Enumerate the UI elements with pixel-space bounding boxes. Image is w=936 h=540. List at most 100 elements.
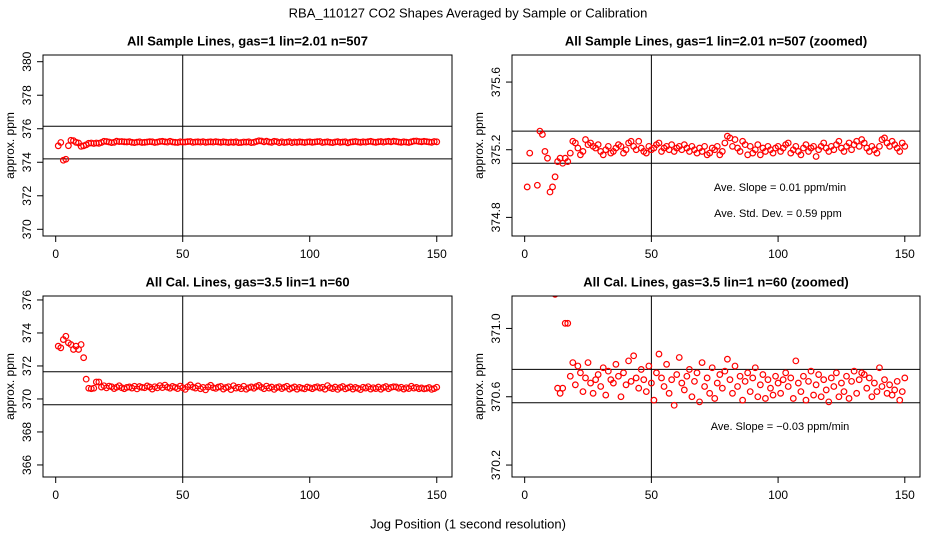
point (579, 388, 587, 396)
point (769, 149, 777, 157)
y-tick-label: 375.2 (489, 134, 503, 164)
y-tick-label: 370 (20, 219, 34, 239)
x-tick-label: 50 (645, 247, 659, 261)
point (523, 183, 531, 191)
plot-frame (511, 295, 921, 478)
y-tick-label: 370.2 (489, 450, 503, 480)
point (713, 142, 721, 150)
y-tick-label: 374 (20, 323, 34, 343)
point (612, 360, 620, 368)
point (863, 384, 871, 392)
point (632, 374, 640, 382)
point (759, 371, 767, 378)
point (90, 384, 98, 392)
point (622, 381, 630, 389)
point (865, 374, 873, 382)
x-tick-label: 50 (645, 488, 659, 502)
point (855, 142, 863, 150)
point (756, 381, 764, 389)
plot-area (43, 55, 452, 236)
point (582, 136, 589, 143)
point (825, 398, 833, 406)
point (533, 181, 541, 189)
point (767, 384, 774, 392)
point (655, 139, 663, 147)
plot-frame (42, 295, 453, 478)
point (627, 377, 635, 385)
point (782, 369, 790, 377)
point (561, 319, 569, 327)
point (640, 376, 648, 384)
point (845, 395, 853, 402)
point (617, 142, 625, 150)
point (587, 379, 594, 387)
point (769, 391, 777, 399)
point (802, 396, 810, 404)
point (627, 137, 635, 145)
y-axis-label: approx. ppm (3, 353, 17, 420)
point (840, 388, 848, 396)
point (870, 379, 878, 387)
point (597, 383, 605, 390)
point (792, 357, 800, 365)
panel-title: All Cal. Lines, gas=3.5 lin=1 n=60 (zoom… (583, 274, 849, 289)
point (668, 141, 676, 149)
point (647, 379, 655, 387)
point (860, 371, 868, 378)
x-tick-label: 150 (895, 488, 915, 502)
x-tick-label: 100 (768, 488, 788, 502)
y-tick-label: 378 (20, 85, 34, 105)
point (784, 383, 792, 390)
point (789, 395, 797, 402)
point (876, 364, 883, 372)
point (736, 148, 744, 155)
point (685, 366, 693, 373)
point (594, 141, 602, 149)
point (670, 401, 678, 409)
y-axis-label: approx. ppm (472, 112, 486, 179)
point (815, 371, 823, 378)
point (635, 137, 643, 145)
panel: All Cal. Lines, gas=3.5 lin=1 n=60 (zoom… (472, 274, 921, 502)
annotation: Ave. Slope = −0.03 ppm/min (711, 421, 850, 433)
point (620, 369, 627, 377)
x-tick-label: 0 (52, 247, 59, 261)
x-tick-label: 150 (427, 247, 447, 261)
point (655, 350, 663, 358)
point (430, 138, 438, 145)
point (653, 369, 660, 377)
point (615, 372, 622, 380)
point (57, 139, 65, 146)
x-tick-label: 0 (521, 488, 528, 502)
point (896, 396, 904, 404)
x-tick-label: 100 (300, 488, 320, 502)
point (566, 149, 574, 157)
point (660, 383, 668, 390)
point (779, 376, 787, 384)
y-tick-label: 380 (20, 51, 34, 71)
y-tick-label: 376 (20, 290, 34, 310)
point (749, 374, 757, 382)
point (716, 371, 724, 378)
point (729, 389, 736, 397)
point (721, 139, 729, 147)
point (691, 377, 698, 385)
point (564, 158, 572, 165)
point (92, 378, 100, 386)
point (678, 379, 686, 387)
point (802, 141, 810, 149)
point (898, 388, 906, 396)
point (812, 153, 820, 160)
point (622, 146, 630, 154)
point (886, 381, 893, 389)
point (599, 151, 607, 159)
point (602, 391, 610, 399)
panel: All Sample Lines, gas=1 lin=2.01 n=507 ap… (3, 33, 453, 261)
point (878, 383, 886, 390)
point (693, 369, 701, 377)
point (774, 379, 782, 387)
x-tick-label: 150 (427, 488, 447, 502)
point (800, 372, 807, 380)
point (860, 139, 868, 147)
point (820, 139, 828, 147)
